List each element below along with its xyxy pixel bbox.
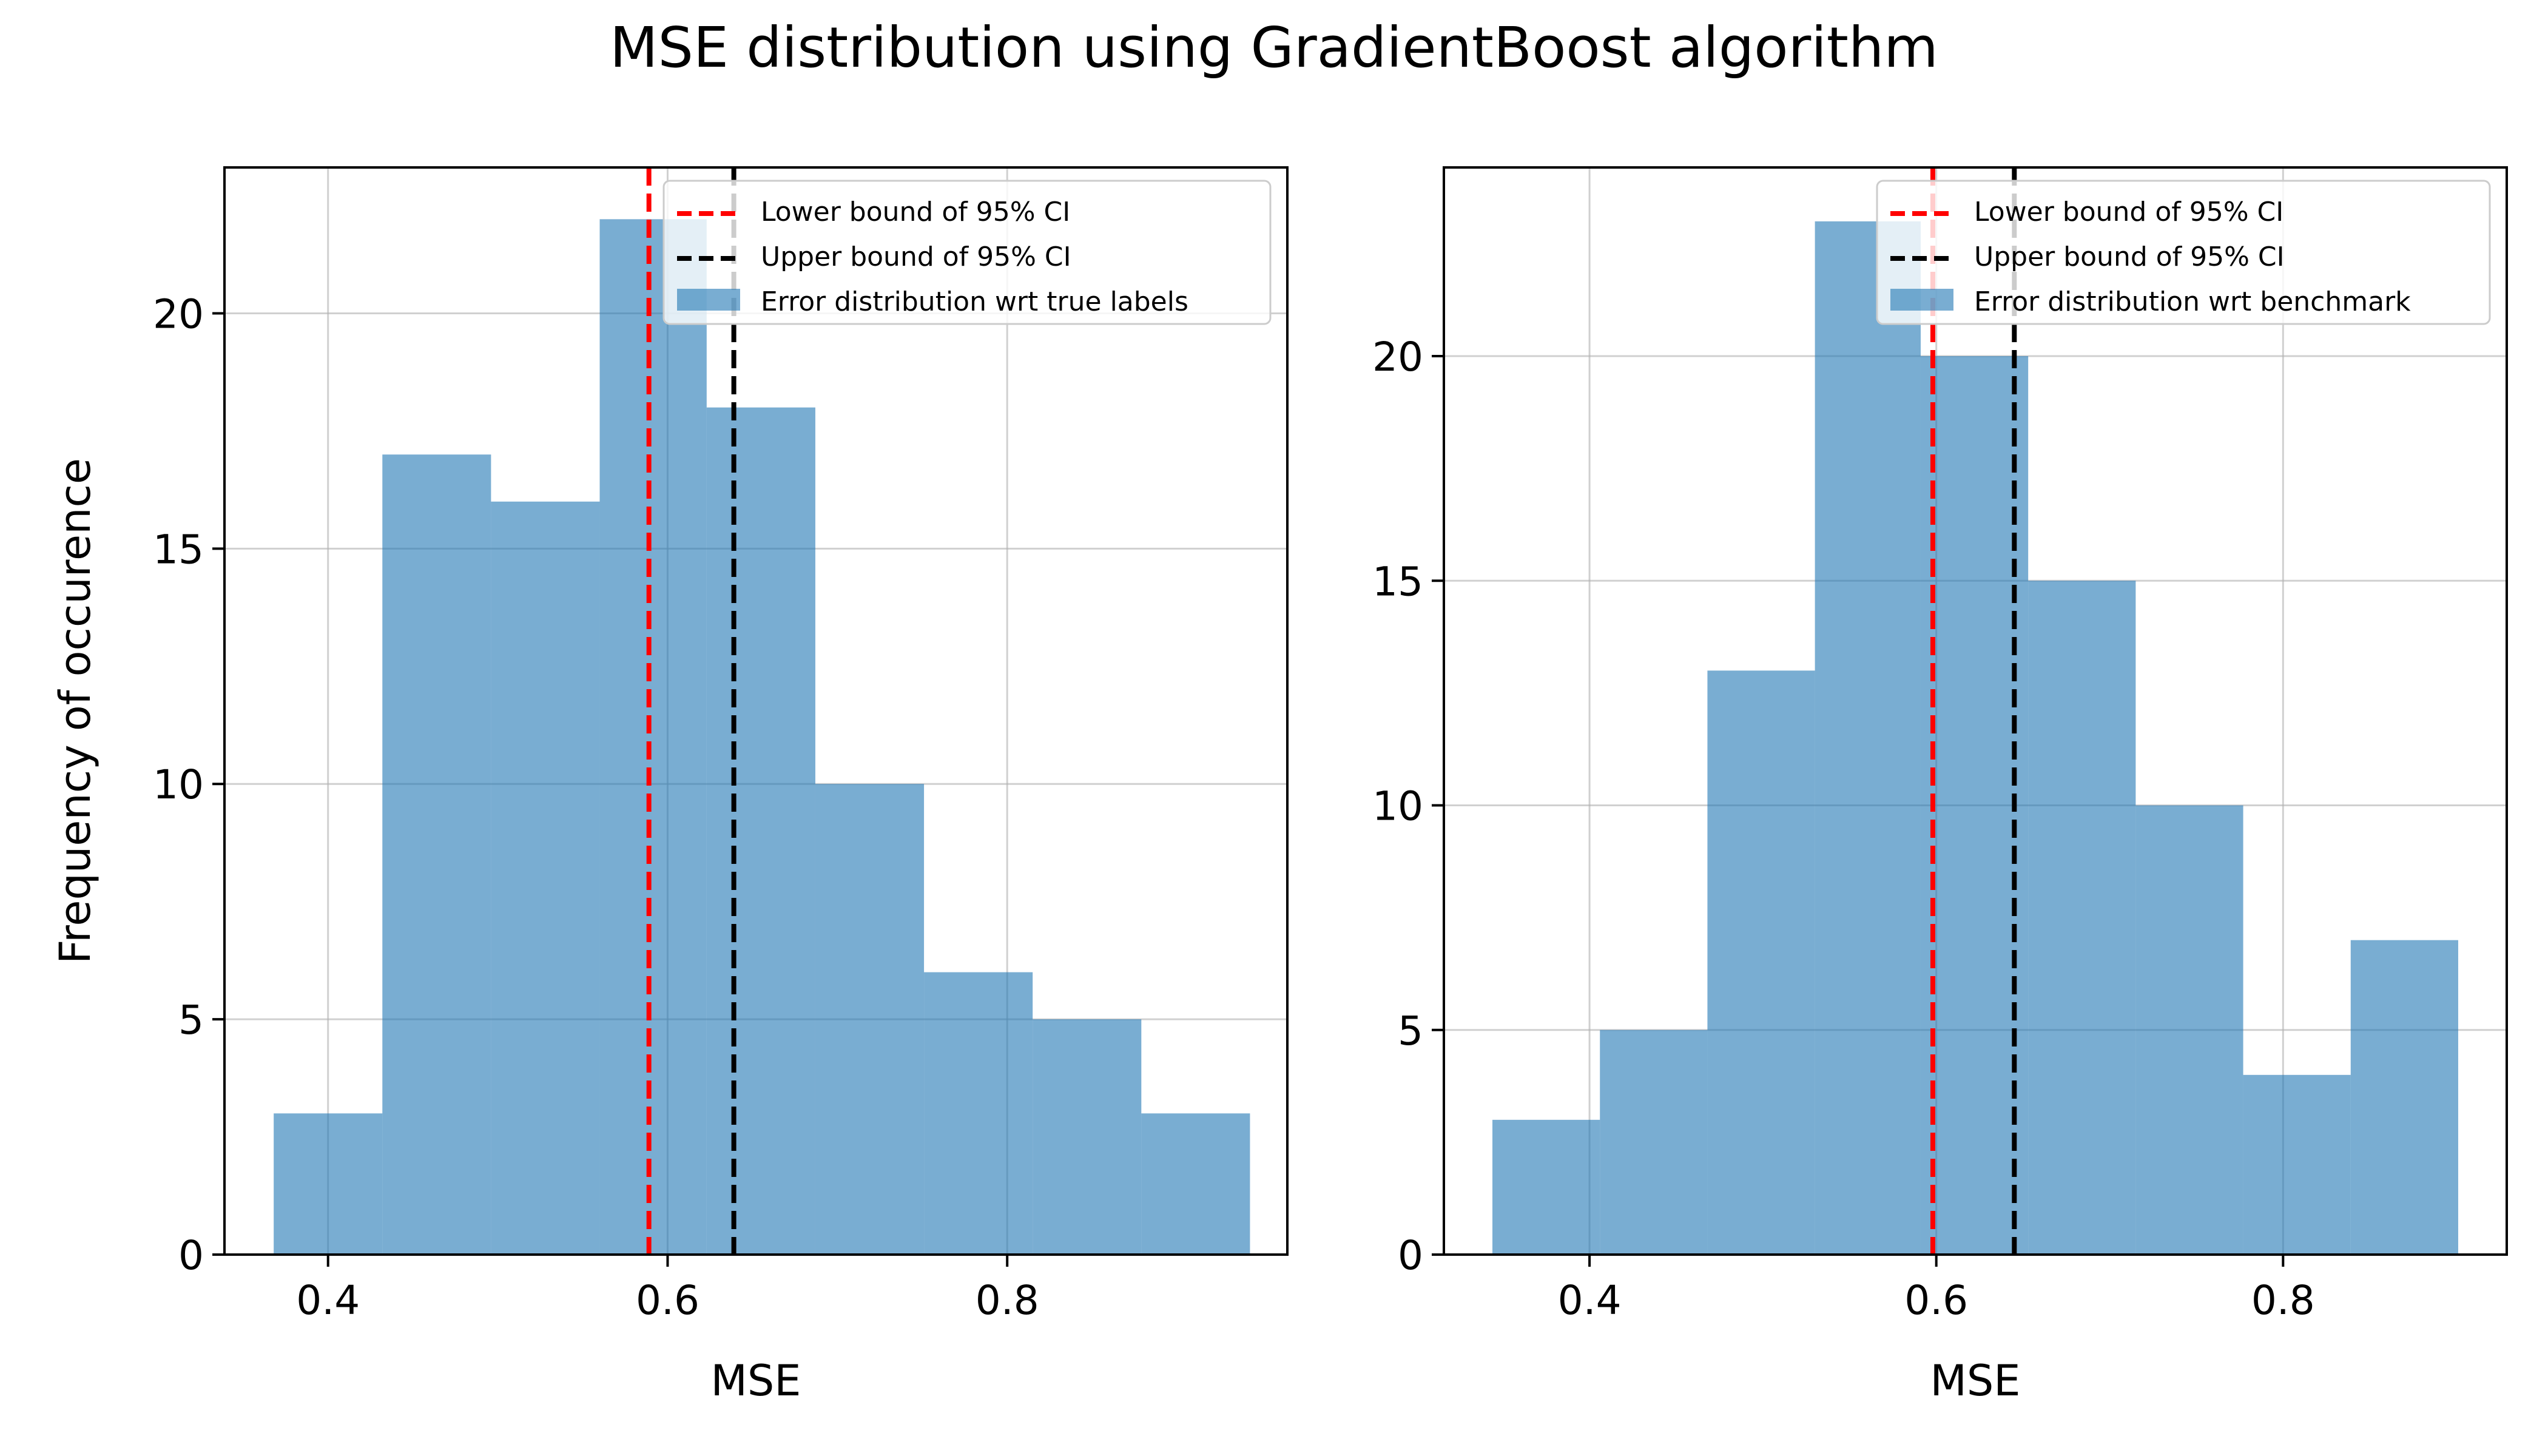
histogram-bar xyxy=(599,219,707,1255)
x-tick-label: 0.8 xyxy=(2251,1277,2315,1324)
x-tick-label: 0.8 xyxy=(976,1277,1039,1324)
histogram-bar xyxy=(274,1113,383,1255)
y-tick-label: 20 xyxy=(153,291,204,337)
legend-label: Upper bound of 95% CI xyxy=(1974,241,2285,272)
x-axis-label: MSE xyxy=(1930,1356,2020,1406)
legend-label: Error distribution wrt benchmark xyxy=(1974,286,2411,317)
figure-title: MSE distribution using GradientBoost alg… xyxy=(610,15,1938,80)
x-tick-label: 0.4 xyxy=(296,1277,360,1324)
y-tick-label: 0 xyxy=(178,1232,204,1279)
y-tick-label: 10 xyxy=(1372,783,1423,830)
x-tick-label: 0.6 xyxy=(636,1277,699,1324)
x-tick-label: 0.6 xyxy=(1904,1277,1968,1324)
y-tick-label: 5 xyxy=(1398,1008,1423,1054)
histogram-bar xyxy=(1141,1113,1250,1255)
plot-frame xyxy=(1443,166,2508,1256)
histogram-bar xyxy=(2028,581,2136,1255)
legend: Lower bound of 95% CI Upper bound of 95% … xyxy=(1876,180,2491,325)
legend-histogram-swatch xyxy=(677,289,740,311)
legend-label: Upper bound of 95% CI xyxy=(761,241,1071,272)
y-axis-label: Frequency of occurence xyxy=(50,458,100,964)
y-tick-label: 10 xyxy=(153,761,204,808)
legend-label: Lower bound of 95% CI xyxy=(761,197,1070,228)
y-tick-label: 20 xyxy=(1372,334,1423,380)
legend-frame xyxy=(662,180,1272,325)
x-tick-label: 0.4 xyxy=(1558,1277,1622,1324)
histogram-bar xyxy=(2350,940,2458,1255)
legend-label: Error distribution wrt true labels xyxy=(761,286,1188,317)
histogram-bar xyxy=(491,501,600,1255)
y-tick-label: 15 xyxy=(153,526,204,573)
histogram-bar xyxy=(2243,1074,2351,1255)
histogram-bar xyxy=(382,454,491,1255)
x-axis-label: MSE xyxy=(710,1356,801,1406)
plot-frame xyxy=(223,166,1289,1256)
histogram-bar xyxy=(1492,1119,1600,1255)
legend-frame xyxy=(1876,180,2491,325)
legend: Lower bound of 95% CI Upper bound of 95% … xyxy=(662,180,1272,325)
histogram-bar xyxy=(1707,670,1815,1255)
histogram-bar xyxy=(1033,1019,1142,1255)
chart-panel-1: 0.4 0.6 0.8 0 5 10 15 20 MSE Frequency of occuren… xyxy=(50,166,1289,1406)
histogram-bar xyxy=(706,407,815,1255)
histogram-bar xyxy=(924,972,1033,1255)
y-tick-label: 15 xyxy=(1372,558,1423,605)
histogram-bar xyxy=(1600,1030,1708,1255)
histogram-bar xyxy=(815,784,925,1255)
legend-label: Lower bound of 95% CI xyxy=(1974,197,2283,228)
y-tick-label: 5 xyxy=(178,997,204,1043)
histogram-bar xyxy=(2135,805,2243,1255)
legend-histogram-swatch xyxy=(1890,289,1953,311)
chart-panel-2: 0.4 0.6 0.8 0 5 10 15 20 MSE Lower bound of 95% C… xyxy=(1372,166,2508,1406)
histogram-bar xyxy=(1920,356,2029,1255)
y-tick-label: 0 xyxy=(1398,1232,1423,1279)
histogram-bar xyxy=(1815,221,1921,1255)
